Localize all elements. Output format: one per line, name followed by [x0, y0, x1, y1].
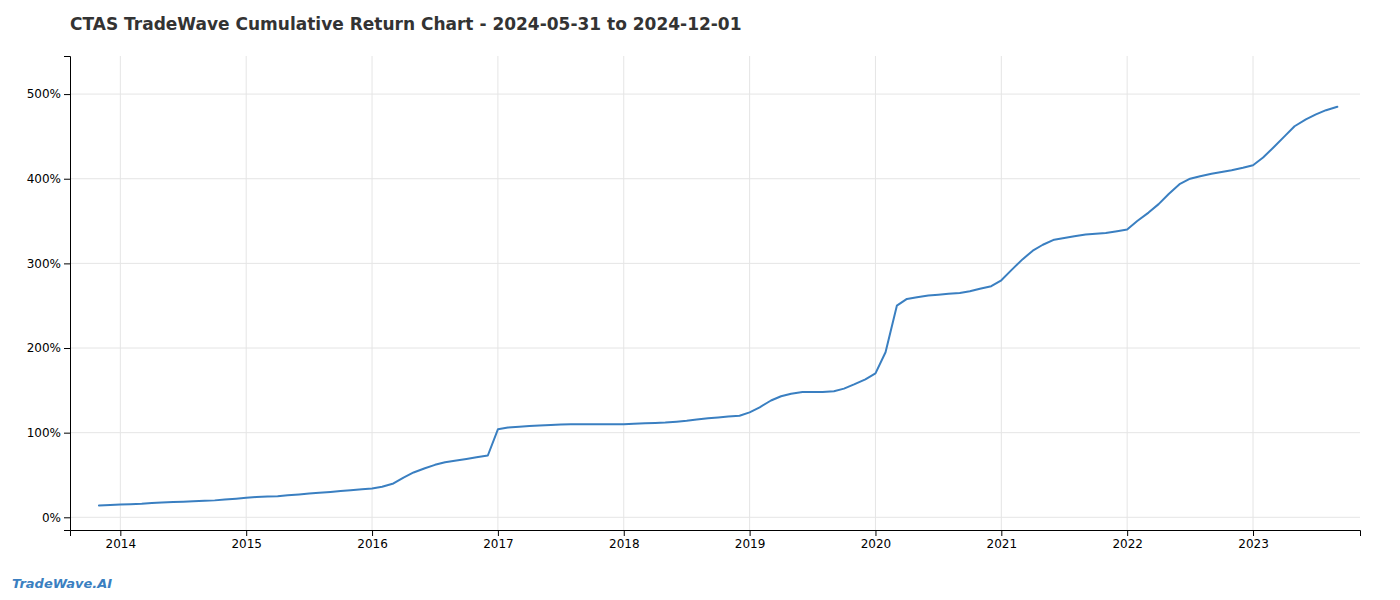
tick-mark	[750, 530, 751, 536]
tick-mark	[64, 348, 70, 349]
tick-label: 2018	[609, 537, 640, 551]
axis-line	[71, 531, 1361, 537]
tick-label: 2015	[231, 537, 262, 551]
tick-mark	[372, 530, 373, 536]
tick-label: 2021	[987, 537, 1018, 551]
tick: 2023	[1238, 530, 1269, 551]
tick: 2014	[106, 530, 137, 551]
title: CTAS TradeWave Cumulative Return Chart -…	[70, 14, 742, 34]
tick-mark	[875, 530, 876, 536]
x-axis: 2014 2015 2016 2017 2018 2019 2020 2021 2022 2023	[71, 530, 1361, 551]
grid-line-x	[120, 56, 121, 530]
tick-label: 200%	[27, 341, 61, 355]
tick-mark	[64, 517, 70, 518]
tick-mark	[1127, 530, 1128, 536]
tick-label: 2020	[861, 537, 892, 551]
tick-label: 400%	[27, 172, 61, 186]
tick-mark	[1253, 530, 1254, 536]
tick: 0%	[42, 511, 70, 525]
tick-label: 300%	[27, 257, 61, 271]
watermark: TradeWave.AI	[12, 576, 112, 591]
axis-line	[64, 57, 71, 531]
grid-line-y	[70, 348, 1360, 349]
line	[99, 107, 1337, 506]
tick-mark	[64, 433, 70, 434]
tick: 2020	[861, 530, 892, 551]
chart: 2014 2015 2016 2017 2018 2019 2020 2021 2022 2023…	[0, 0, 1400, 600]
grid	[70, 56, 1360, 530]
tick: 100%	[27, 426, 70, 440]
grid-line-x	[246, 56, 247, 530]
tick-label: 2019	[735, 537, 766, 551]
tick-label: 2016	[357, 537, 388, 551]
grid-line-y	[70, 432, 1360, 433]
tick: 400%	[27, 172, 70, 186]
tick-label: 0%	[42, 511, 61, 525]
tick-label: 500%	[27, 87, 61, 101]
tick: 200%	[27, 341, 70, 355]
tick: 2021	[987, 530, 1018, 551]
grid-line-y	[70, 517, 1360, 518]
grid-line-x	[1127, 56, 1128, 530]
tick-label: 2022	[1112, 537, 1143, 551]
tick: 2015	[231, 530, 262, 551]
grid-line-y	[70, 94, 1360, 95]
tick-label: 100%	[27, 426, 61, 440]
grid-line-x	[497, 56, 498, 530]
tick-mark	[246, 530, 247, 536]
plot-area: 2014 2015 2016 2017 2018 2019 2020 2021 2022 2023…	[27, 56, 1361, 551]
grid-line-x	[372, 56, 373, 530]
tick-mark	[64, 263, 70, 264]
grid-line-x	[623, 56, 624, 530]
tick: 500%	[27, 87, 70, 101]
grid-line-x	[749, 56, 750, 530]
tick-mark	[624, 530, 625, 536]
grid-line-y	[70, 178, 1360, 179]
tick: 2019	[735, 530, 766, 551]
tick: 2017	[483, 530, 514, 551]
tick: 2022	[1112, 530, 1143, 551]
tick-label: 2023	[1238, 537, 1269, 551]
series	[99, 107, 1337, 506]
grid-line-x	[1001, 56, 1002, 530]
y-axis: 0% 100% 200% 300% 400% 500%	[27, 57, 71, 531]
tick: 300%	[27, 257, 70, 271]
tick-label: 2014	[106, 537, 137, 551]
grid-line-x	[875, 56, 876, 530]
tick-mark	[1001, 530, 1002, 536]
tick-mark	[120, 530, 121, 536]
tick-label: 2017	[483, 537, 514, 551]
grid-line-y	[70, 263, 1360, 264]
tick-mark	[64, 94, 70, 95]
tick-mark	[64, 179, 70, 180]
grid-line-x	[1253, 56, 1254, 530]
tick: 2016	[357, 530, 388, 551]
tick: 2018	[609, 530, 640, 551]
tick-mark	[498, 530, 499, 536]
